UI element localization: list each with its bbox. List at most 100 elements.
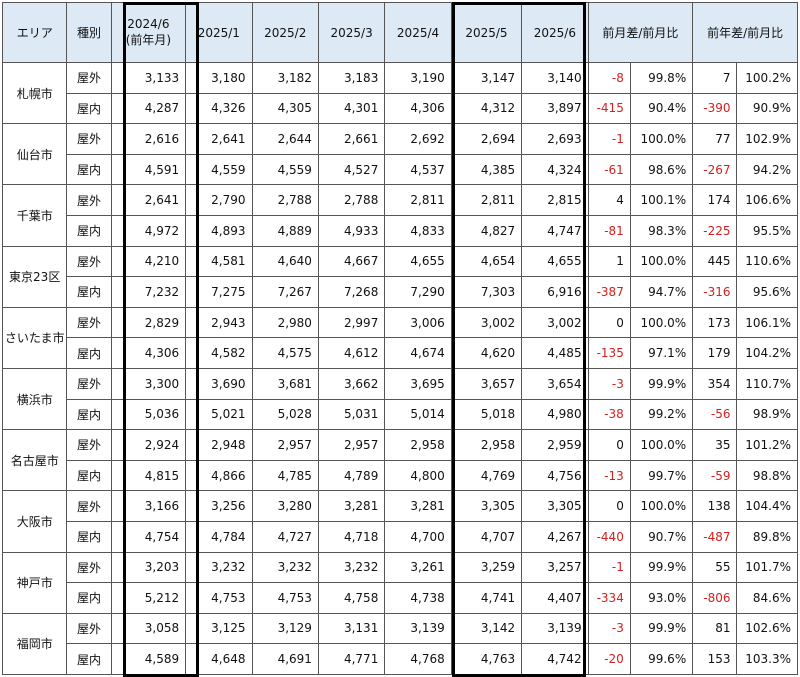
value-cell: 2,958 xyxy=(450,429,523,461)
table-row: 仙台市 屋外 2,616 2,641 2,644 2,661 2,692 2,694 2,693… xyxy=(1,123,798,186)
value-cell: 2,811 xyxy=(450,184,523,216)
yoy-ratio-cell: 84.6% xyxy=(736,582,798,614)
value-cell: 3,681 xyxy=(251,367,319,400)
value-cell: 4,485 xyxy=(521,337,589,369)
table-row: 札幌市 屋外 3,133 3,180 3,182 3,183 3,190 3,147 3,140… xyxy=(1,61,798,125)
table-row: 福岡市 屋外 3,058 3,125 3,129 3,131 3,139 3,142 3,139… xyxy=(1,612,798,675)
mom-ratio-cell: 100.0% xyxy=(629,429,694,461)
table-row: 神戸市 屋外 3,203 3,232 3,232 3,232 3,261 3,259 3,257… xyxy=(1,551,798,614)
mom-diff-cell: -3 xyxy=(587,367,631,400)
value-cell: 3,129 xyxy=(251,612,319,645)
yoy-diff-cell: 81 xyxy=(692,612,738,645)
value-cell: 3,305 xyxy=(521,490,589,522)
yoy-diff-cell: 354 xyxy=(692,367,738,400)
value-cell: 2,692 xyxy=(384,123,452,155)
mom-ratio-cell: 98.3% xyxy=(629,214,694,247)
value-cell: 4,612 xyxy=(317,337,386,369)
value-cell: 3,261 xyxy=(384,551,452,584)
type-cell: 屋内 xyxy=(66,276,112,308)
value-cell: 3,140 xyxy=(521,62,589,94)
value-cell: 4,407 xyxy=(521,582,589,614)
value-cell: 4,763 xyxy=(450,643,523,675)
mom-ratio-cell: 90.7% xyxy=(629,520,694,553)
yoy-ratio-cell: 106.1% xyxy=(736,306,798,339)
area-cell: 東京23区 xyxy=(1,245,68,308)
value-cell: 4,815 xyxy=(110,459,187,492)
value-cell: 3,232 xyxy=(317,551,386,584)
table-row: 屋内 5,212 4,753 4,753 4,758 4,738 4,741 4,407 -33… xyxy=(3,582,798,614)
value-cell: 4,889 xyxy=(251,214,319,247)
type-cell: 屋内 xyxy=(66,214,112,247)
value-cell: 3,281 xyxy=(384,490,452,522)
value-cell: 3,142 xyxy=(450,612,523,645)
type-cell: 屋内 xyxy=(66,520,112,553)
value-cell: 2,788 xyxy=(251,184,319,216)
value-cell: 2,693 xyxy=(521,123,589,155)
value-cell: 5,031 xyxy=(317,398,386,431)
value-cell: 3,131 xyxy=(317,612,386,645)
table-row: 千葉市 屋外 2,641 2,790 2,788 2,788 2,811 2,811 2,815… xyxy=(1,184,798,247)
yoy-ratio-cell: 90.9% xyxy=(736,92,798,125)
yoy-diff-cell: -56 xyxy=(692,398,738,431)
value-cell: 7,290 xyxy=(384,276,452,308)
value-cell: 3,232 xyxy=(251,551,319,584)
value-cell: 2,641 xyxy=(110,184,187,216)
value-cell: 7,268 xyxy=(317,276,386,308)
table-row: 横浜市 屋外 3,300 3,690 3,681 3,662 3,695 3,657 3,654… xyxy=(1,367,798,431)
table-row: 屋内 4,306 4,582 4,575 4,612 4,674 4,620 4,485 -13… xyxy=(3,337,798,369)
value-cell: 3,256 xyxy=(185,490,253,522)
value-cell: 2,641 xyxy=(185,123,253,155)
header-2025-4: 2025/4 xyxy=(384,2,452,63)
value-cell: 3,166 xyxy=(110,490,187,522)
value-cell: 2,980 xyxy=(251,306,319,339)
mom-ratio-cell: 99.6% xyxy=(629,643,694,675)
value-cell: 3,695 xyxy=(384,367,452,400)
value-cell: 4,833 xyxy=(384,214,452,247)
value-cell: 4,893 xyxy=(185,214,253,247)
value-cell: 4,527 xyxy=(317,153,386,186)
header-area: エリア xyxy=(1,2,68,63)
mom-ratio-cell: 97.1% xyxy=(629,337,694,369)
value-cell: 4,741 xyxy=(450,582,523,614)
table-body: 札幌市 屋外 3,133 3,180 3,182 3,183 3,190 3,147 3,140… xyxy=(1,61,798,675)
area-cell: 福岡市 xyxy=(1,612,68,675)
value-cell: 3,147 xyxy=(450,62,523,94)
type-cell: 屋内 xyxy=(66,643,112,675)
mom-diff-cell: -61 xyxy=(587,153,631,186)
value-cell: 3,305 xyxy=(450,490,523,522)
value-cell: 2,661 xyxy=(317,123,386,155)
value-cell: 4,768 xyxy=(384,643,452,675)
area-cell: 横浜市 xyxy=(1,367,68,431)
yoy-diff-cell: -59 xyxy=(692,459,738,492)
yoy-ratio-cell: 89.8% xyxy=(736,520,798,553)
value-cell: 4,753 xyxy=(185,582,253,614)
value-cell: 4,972 xyxy=(110,214,187,247)
value-cell: 3,897 xyxy=(521,92,589,125)
value-cell: 4,747 xyxy=(521,214,589,247)
table-row: 屋内 4,591 4,559 4,559 4,527 4,537 4,385 4,324 -61… xyxy=(3,153,798,186)
value-cell: 2,997 xyxy=(317,306,386,339)
value-cell: 4,312 xyxy=(450,92,523,125)
value-cell: 2,958 xyxy=(384,429,452,461)
value-cell: 7,232 xyxy=(110,276,187,308)
type-cell: 屋内 xyxy=(66,582,112,614)
value-cell: 3,654 xyxy=(521,367,589,400)
value-cell: 3,203 xyxy=(110,551,187,584)
header-2025-5: 2025/5 xyxy=(450,2,523,63)
value-cell: 3,259 xyxy=(450,551,523,584)
area-cell: 名古屋市 xyxy=(1,429,68,492)
mom-ratio-cell: 99.2% xyxy=(629,398,694,431)
yoy-ratio-cell: 95.5% xyxy=(736,214,798,247)
value-cell: 2,943 xyxy=(185,306,253,339)
mom-ratio-cell: 94.7% xyxy=(629,276,694,308)
value-cell: 4,674 xyxy=(384,337,452,369)
yoy-ratio-cell: 98.9% xyxy=(736,398,798,431)
type-cell: 屋外 xyxy=(66,184,112,216)
value-cell: 4,738 xyxy=(384,582,452,614)
yoy-diff-cell: 179 xyxy=(692,337,738,369)
value-cell: 3,183 xyxy=(317,62,386,94)
mom-diff-cell: -415 xyxy=(587,92,631,125)
value-cell: 3,232 xyxy=(185,551,253,584)
value-cell: 3,690 xyxy=(185,367,253,400)
